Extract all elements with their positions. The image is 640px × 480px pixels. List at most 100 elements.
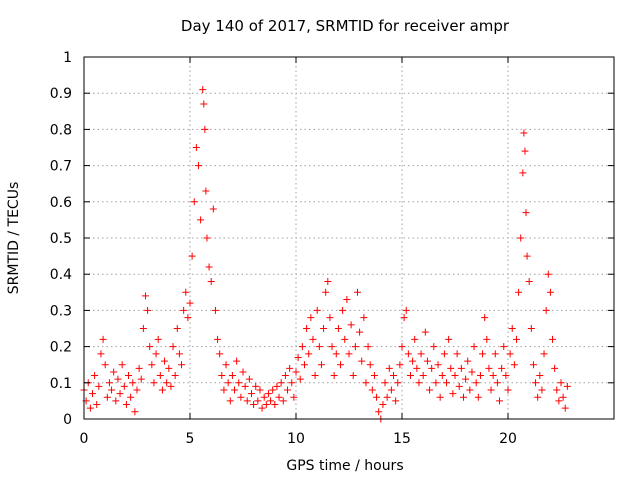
data-point	[256, 386, 264, 394]
data-point	[243, 397, 251, 405]
y-tick-label: 0.4	[50, 267, 72, 283]
data-point	[141, 292, 149, 300]
data-point	[411, 335, 419, 343]
data-point	[481, 314, 489, 322]
data-point	[421, 328, 429, 336]
data-point	[122, 401, 130, 409]
data-point	[538, 386, 546, 394]
data-point	[462, 375, 470, 383]
data-point	[468, 368, 476, 376]
data-point	[455, 382, 463, 390]
data-point	[390, 372, 398, 380]
data-point	[527, 325, 535, 332]
data-point	[381, 379, 389, 387]
data-point	[93, 401, 101, 409]
data-point	[218, 372, 226, 380]
data-point	[345, 350, 353, 358]
data-point	[472, 379, 480, 387]
data-point	[182, 288, 190, 296]
data-point	[557, 379, 565, 387]
data-point	[216, 350, 224, 358]
data-point	[279, 397, 287, 405]
data-point	[237, 393, 245, 401]
data-point	[520, 129, 528, 137]
data-point	[332, 350, 340, 358]
data-point	[324, 277, 332, 285]
data-point	[129, 379, 137, 387]
data-point	[158, 386, 166, 394]
y-tick-label: 0.8	[50, 122, 72, 138]
data-point	[555, 397, 563, 405]
x-tick-label: 5	[186, 431, 195, 447]
data-point	[375, 408, 383, 416]
data-point	[258, 404, 266, 412]
data-point	[396, 361, 404, 369]
data-point	[97, 350, 105, 358]
data-point	[235, 379, 243, 387]
data-point	[296, 375, 304, 383]
data-point	[133, 386, 141, 394]
data-point	[553, 386, 561, 394]
data-point	[173, 325, 181, 332]
data-point	[436, 393, 444, 401]
data-point	[476, 372, 484, 380]
data-point	[409, 357, 417, 365]
data-point	[368, 386, 376, 394]
data-point	[150, 379, 158, 387]
data-point	[146, 343, 154, 351]
data-point	[222, 361, 230, 369]
data-point	[500, 343, 508, 351]
data-point	[353, 288, 361, 296]
data-point	[101, 361, 109, 369]
data-point	[438, 372, 446, 380]
x-tick-label: 0	[80, 431, 89, 447]
data-point	[443, 379, 451, 387]
data-point	[434, 361, 442, 369]
data-point	[362, 379, 370, 387]
data-point	[491, 350, 499, 358]
data-point	[337, 361, 345, 369]
data-point	[313, 306, 321, 314]
data-point	[118, 361, 126, 369]
y-tick-label: 0.9	[50, 86, 72, 102]
data-point	[305, 350, 313, 358]
data-point	[281, 372, 289, 380]
data-point	[148, 361, 156, 369]
data-point	[402, 306, 410, 314]
data-point	[247, 390, 255, 398]
data-point	[188, 252, 196, 260]
data-point	[498, 364, 506, 372]
data-point	[112, 397, 120, 405]
data-point	[534, 393, 542, 401]
data-point	[209, 205, 217, 213]
data-point	[108, 386, 116, 394]
data-point	[517, 234, 525, 242]
data-point	[175, 350, 183, 358]
data-point	[201, 125, 209, 133]
data-point	[139, 325, 147, 332]
data-point	[373, 393, 381, 401]
y-tick-label: 0.7	[50, 159, 72, 175]
y-tick-label: 0	[63, 412, 72, 428]
y-tick-label: 0.5	[50, 231, 72, 247]
data-point	[137, 375, 145, 383]
data-point	[330, 372, 338, 380]
data-point	[515, 288, 523, 296]
data-point	[260, 393, 268, 401]
data-point	[224, 379, 232, 387]
data-point	[440, 350, 448, 358]
data-point	[447, 364, 455, 372]
data-point	[496, 397, 504, 405]
data-point	[413, 364, 421, 372]
data-point	[430, 343, 438, 351]
axis-ticks: 00.10.20.30.40.50.60.70.80.910 5 10 15 20	[50, 50, 614, 447]
data-point	[99, 335, 107, 343]
data-point	[311, 372, 319, 380]
x-tick-label: 10	[287, 431, 305, 447]
data-point	[294, 353, 302, 361]
data-point	[298, 343, 306, 351]
data-point	[506, 350, 514, 358]
data-point	[169, 343, 177, 351]
data-point	[322, 288, 330, 296]
data-point	[211, 306, 219, 314]
